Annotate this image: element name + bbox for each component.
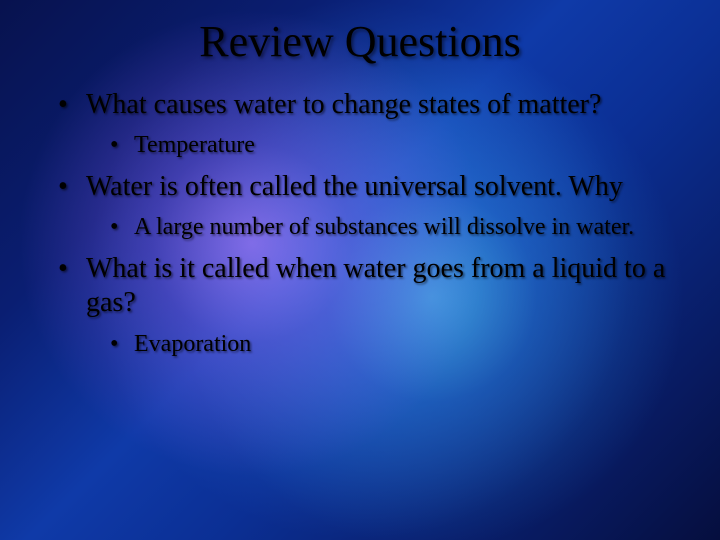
list-item: Water is often called the universal solv… [52,170,680,242]
sub-list: Temperature [86,130,680,160]
sub-list-item: Evaporation [108,329,680,359]
slide: Review Questions What causes water to ch… [0,0,720,540]
list-item-text: What is it called when water goes from a… [86,253,665,318]
list-item: What is it called when water goes from a… [52,252,680,358]
sub-list-item: Temperature [108,130,680,160]
sub-list-item: A large number of substances will dissol… [108,212,680,242]
sub-list: A large number of substances will dissol… [86,212,680,242]
sub-list: Evaporation [86,329,680,359]
sub-list-item-text: Evaporation [134,331,251,357]
list-item-text: Water is often called the universal solv… [86,171,623,202]
list-item: What causes water to change states of ma… [52,88,680,160]
sub-list-item-text: A large number of substances will dissol… [134,214,634,240]
bullet-list: What causes water to change states of ma… [52,88,680,359]
sub-list-item-text: Temperature [134,132,255,158]
slide-title: Review Questions [0,16,720,67]
list-item-text: What causes water to change states of ma… [86,89,601,120]
slide-body: What causes water to change states of ma… [52,88,680,369]
